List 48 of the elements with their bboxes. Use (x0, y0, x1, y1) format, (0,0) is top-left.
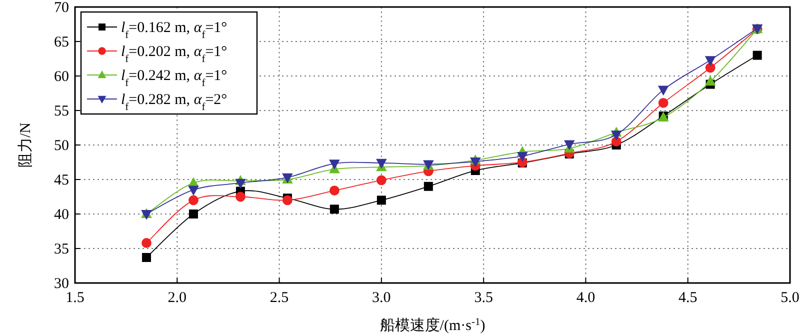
y-tick-label: 50 (54, 138, 69, 154)
x-tick-label: 1.5 (66, 290, 84, 306)
y-tick-label: 35 (54, 242, 69, 258)
point (705, 62, 716, 73)
point (142, 252, 151, 262)
y-tick-label: 70 (54, 0, 69, 16)
y-tick-label: 40 (54, 207, 69, 223)
point (704, 56, 716, 66)
x-tick-label: 4.0 (576, 290, 596, 306)
point (282, 195, 292, 206)
point (470, 158, 481, 168)
y-tick-label: 65 (54, 34, 69, 50)
legend-label: l$_{f}$=0.242 m, α$_{f}$=1° (121, 68, 228, 88)
y-axis-title: 阻力/N (17, 122, 34, 168)
point (564, 140, 575, 150)
point (658, 98, 668, 108)
point (610, 130, 622, 140)
point (236, 192, 246, 202)
x-tick-label: 4.5 (678, 290, 698, 306)
point (329, 160, 340, 170)
legend-label: l$_{f}$=0.282 m, α$_{f}$=2° (121, 92, 228, 112)
point (142, 238, 152, 248)
x-tick-label: 2.5 (270, 290, 289, 306)
point (329, 186, 340, 196)
point (752, 50, 762, 60)
legend-label: l$_{f}$=0.162 m, α$_{f}$=1° (121, 20, 228, 40)
point (516, 152, 528, 162)
x-tick-label: 3.0 (372, 290, 391, 306)
point (330, 204, 339, 214)
x-tick-label: 3.5 (474, 290, 493, 306)
point (188, 186, 199, 196)
point (376, 196, 386, 205)
y-tick-label: 60 (54, 69, 69, 85)
y-tick-label: 55 (54, 104, 69, 120)
x-tick-label: 5.0 (780, 290, 800, 306)
y-tick-label: 30 (54, 276, 69, 292)
point (424, 182, 433, 191)
point (658, 86, 669, 96)
point (376, 175, 386, 186)
point (188, 195, 198, 206)
point (188, 210, 198, 218)
point (376, 158, 387, 169)
x-tick-label: 2.0 (168, 290, 187, 306)
point (235, 178, 246, 189)
point (704, 76, 716, 86)
x-axis-title: 船模速度/(m·s$^{-1}$) (380, 316, 486, 334)
y-tick-label: 45 (54, 172, 69, 188)
legend-label: l$_{f}$=0.202 m, α$_{f}$=1° (121, 44, 228, 64)
